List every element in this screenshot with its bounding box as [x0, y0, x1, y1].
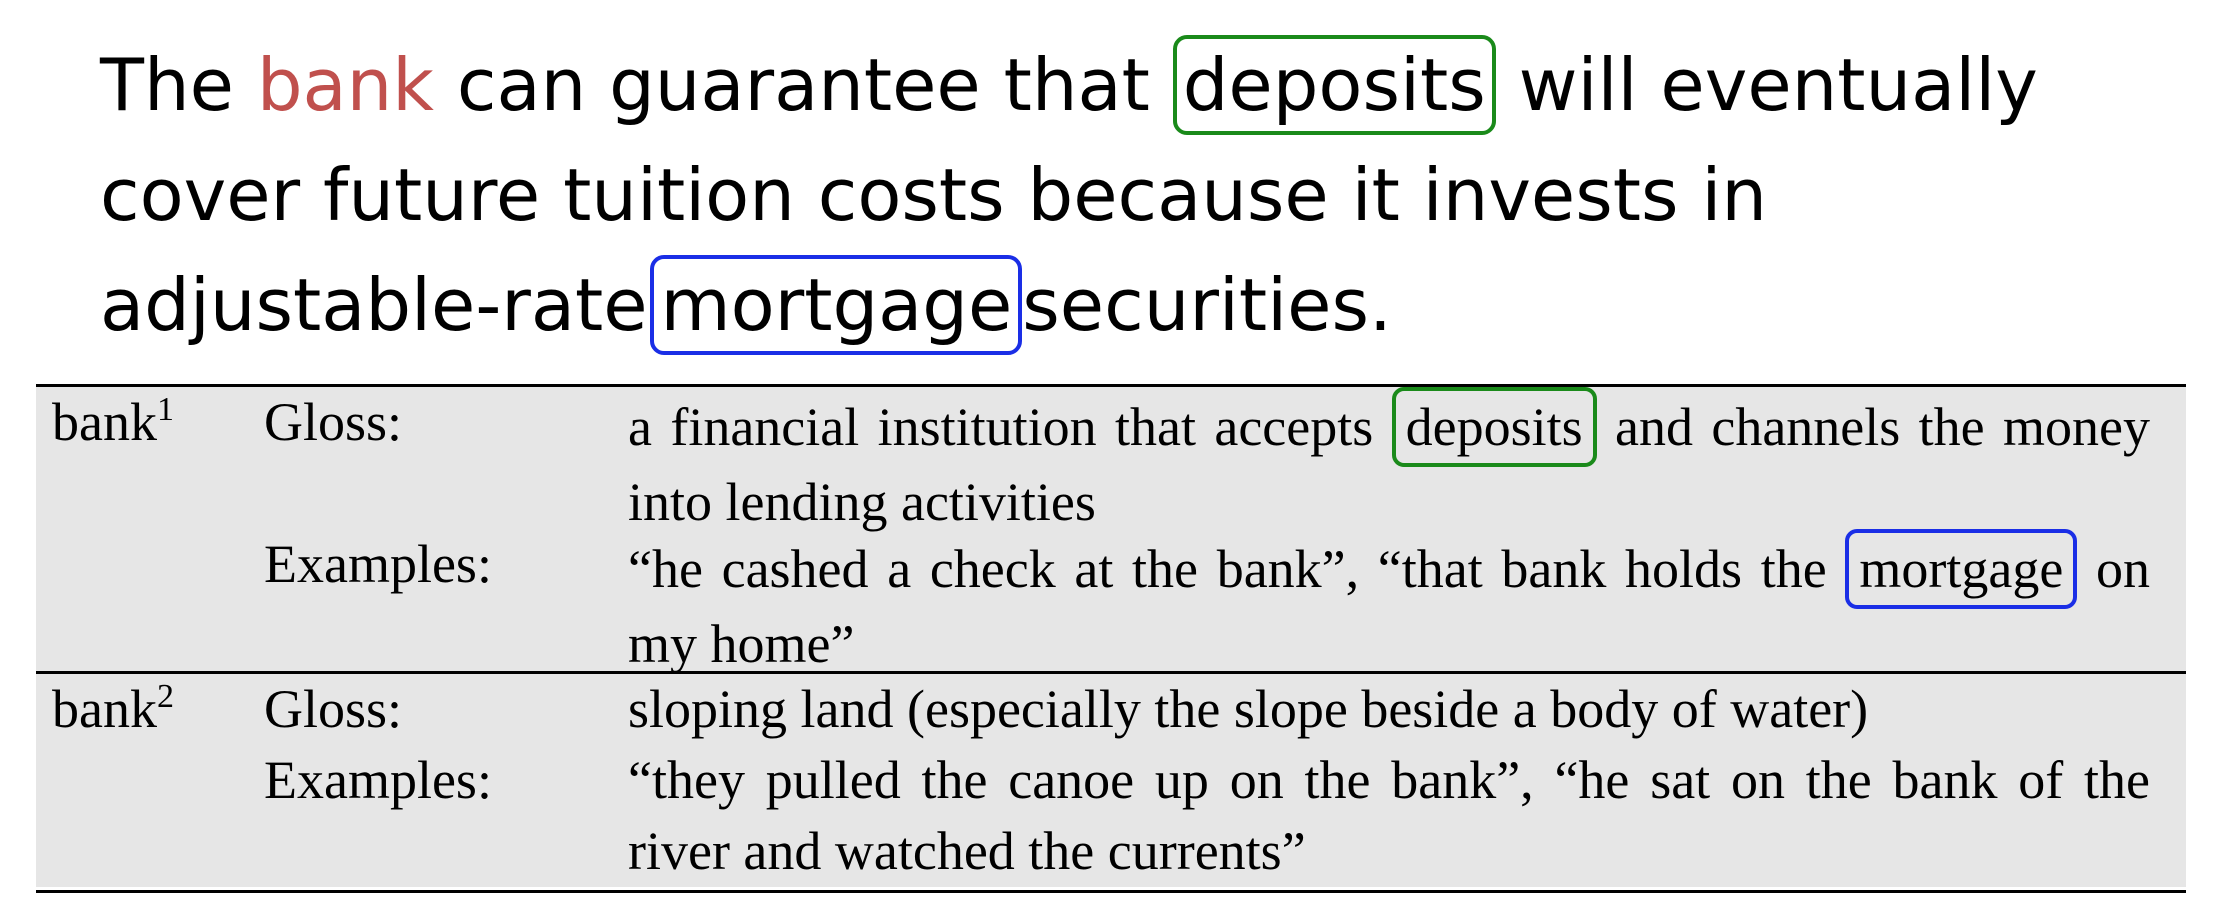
gloss-label: Gloss:	[264, 679, 403, 739]
examples-text-before: “he cashed a check at the bank”, “that b…	[628, 539, 1827, 599]
examples-label: Examples:	[264, 750, 492, 810]
sense-word: bank2	[52, 674, 174, 745]
sentence-fragment-b: will eventually cover future tuition cos…	[100, 43, 2061, 347]
example-sentence: The bank can guarantee that deposits wil…	[100, 30, 2160, 360]
gloss-value: sloping land (especially the slope besid…	[628, 679, 1869, 739]
sense-number: 2	[156, 678, 174, 715]
examples-highlight-mortgage: mortgage	[1845, 529, 2078, 609]
sentence-word-the: The	[100, 43, 234, 127]
examples-text-after: on my home”	[628, 539, 2150, 674]
sentence-fragment-a: can guarantee that	[456, 43, 1150, 127]
target-word: bank	[256, 43, 434, 127]
sense-word-text: bank	[52, 392, 157, 452]
sense-number: 1	[156, 391, 174, 428]
gloss-highlight-deposits: deposits	[1391, 387, 1597, 467]
sense-inventory-table: bank1 Gloss: a financial institution tha…	[36, 384, 2186, 893]
examples-value: “they pulled the canoe up on the bank”, …	[628, 750, 2150, 881]
sense-row-2: bank2 Gloss: sloping land (especially th…	[36, 674, 2186, 887]
gloss-text-after: and channels the money into lending acti…	[628, 397, 2150, 532]
sense-row-1: bank1 Gloss: a financial institution tha…	[36, 387, 2186, 674]
examples-label: Examples:	[264, 534, 492, 594]
sentence-fragment-c: securities.	[1022, 263, 1392, 347]
gloss-label: Gloss:	[264, 392, 403, 452]
examples-value: “he cashed a check at the bank”, “that b…	[628, 529, 2150, 680]
gloss-value: a financial institution that accepts dep…	[628, 387, 2150, 538]
sense-word-text: bank	[52, 679, 157, 739]
highlight-deposits: deposits	[1172, 35, 1496, 135]
sense-word: bank1	[52, 387, 174, 458]
highlight-mortgage: mortgage	[650, 255, 1023, 355]
gloss-text-before: a financial institution that accepts	[628, 397, 1374, 457]
